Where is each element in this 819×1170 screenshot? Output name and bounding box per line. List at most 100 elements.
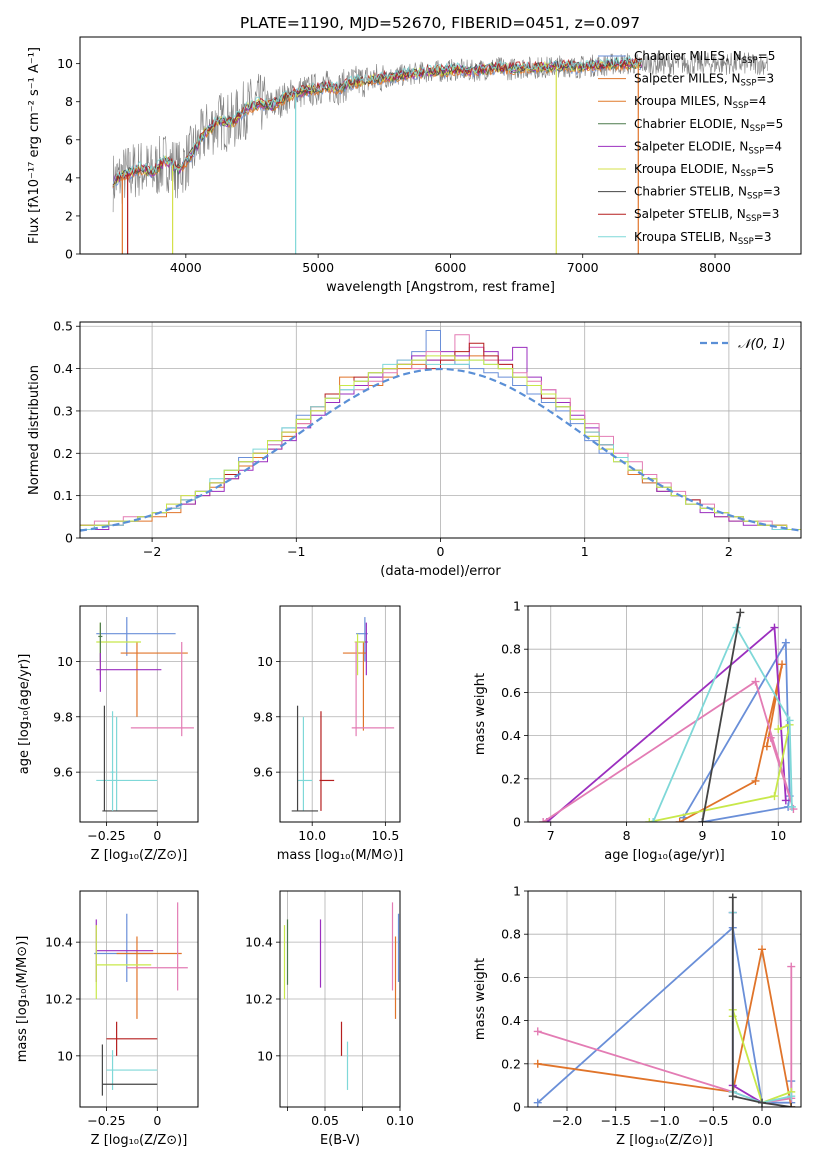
y-tick-label: 0.4 <box>501 1013 521 1028</box>
legend-label: Kroupa MILES, NSSP=4 <box>634 94 766 111</box>
legend-label-text: Salpeter STELIB, N <box>634 207 746 221</box>
x-axis-label: wavelength [Angstrom, rest frame] <box>326 280 555 295</box>
axes-frame <box>279 890 401 1108</box>
y-axis-label: mass weight <box>473 673 488 755</box>
axes-frame <box>279 605 401 823</box>
x-tick-label: 7 <box>547 828 555 843</box>
legend-label-text: Salpeter MILES, N <box>634 72 741 86</box>
legend-label-sub: SSP <box>748 146 764 156</box>
weight-line <box>679 664 783 822</box>
legend-label-sub: SSP <box>733 101 749 111</box>
y-tick-label: 8 <box>65 94 73 109</box>
y-tick-label: 10.4 <box>245 935 273 950</box>
x-tick-label: 5000 <box>302 260 334 275</box>
chart-panel-residual_histograms: −2 −1 0 1 2 0 0.1 0.2 0.3 0.4 0.5 (data-model)/erro… <box>27 319 802 579</box>
x-tick-label: −0.25 <box>87 828 125 843</box>
legend-label: Salpeter MILES, NSSP=3 <box>634 72 774 89</box>
y-tick-label: 0 <box>513 815 521 830</box>
weight-marker <box>698 818 707 822</box>
weight-series-5 <box>645 720 794 822</box>
x-tick-label: 0.05 <box>311 1113 339 1128</box>
legend-label-text: Chabrier ELODIE, N <box>634 117 750 131</box>
y-tick-label: 6 <box>65 132 73 147</box>
y-tick-label: 0.6 <box>501 970 521 985</box>
weight-line <box>652 625 793 822</box>
x-tick-label: 9 <box>698 828 706 843</box>
weight-marker <box>751 776 760 785</box>
plot-area <box>533 893 796 1107</box>
spectrum-data-line <box>112 52 768 213</box>
legend-label: Salpeter STELIB, NSSP=3 <box>634 207 779 224</box>
axes-frame <box>527 890 802 1108</box>
weight-line <box>649 723 791 822</box>
legend-label-suffix: =3 <box>756 72 774 86</box>
errorbar-4 <box>95 925 152 999</box>
y-tick-label: 10 <box>57 1048 73 1063</box>
errorbar-5 <box>96 653 162 692</box>
errorbar-7 <box>297 716 313 811</box>
x-tick-label: 6000 <box>435 260 467 275</box>
y-tick-label: 0.2 <box>53 446 73 461</box>
axes-frame <box>79 36 802 255</box>
y-tick-label: 10.2 <box>245 992 273 1007</box>
y-tick-label: 0.3 <box>53 403 73 418</box>
x-tick-label: 8000 <box>699 260 731 275</box>
legend-label-sub: SSP <box>742 56 758 66</box>
y-tick-label: 0 <box>65 531 73 546</box>
plot-area <box>539 608 798 822</box>
weight-marker <box>787 802 796 811</box>
legend-label-text: Chabrier STELIB, N <box>634 185 747 199</box>
y-tick-label: 10 <box>257 654 273 669</box>
x-tick-label: 4000 <box>170 260 202 275</box>
y-tick-label: 10 <box>57 654 73 669</box>
weight-marker <box>766 733 775 742</box>
y-tick-label: 0.6 <box>501 685 521 700</box>
plot-area <box>96 617 194 812</box>
legend-label: 𝒩(0, 1) <box>738 337 785 352</box>
weight-marker <box>533 1027 542 1036</box>
legend-label-text: Salpeter ELODIE, N <box>634 139 748 153</box>
x-axis-label: age [log₁₀(age/yr)] <box>604 848 725 863</box>
weight-series-2 <box>675 660 787 822</box>
legend-label: Chabrier ELODIE, NSSP=5 <box>634 117 783 134</box>
y-tick-label: 10 <box>57 56 73 71</box>
legend-label: Kroupa STELIB, NSSP=3 <box>634 230 772 247</box>
legend-label-sub: SSP <box>738 237 754 247</box>
chart-panel-mass_weight_vs_Z: −2.0 −1.5 −1.0 −0.5 0.0 0 0.2 0.4 0.6 0.8 1 Z [log₁… <box>473 884 802 1148</box>
errorbar-2 <box>342 642 367 731</box>
errorbar-9 <box>110 711 115 811</box>
x-axis-label: Z [log₁₀(Z/Z⊙)] <box>616 1133 713 1148</box>
y-tick-label: 0.8 <box>501 642 521 657</box>
weight-marker <box>751 677 760 686</box>
errorbar-6 <box>130 642 194 737</box>
gaussian-curve <box>80 367 801 532</box>
weight-marker <box>781 796 790 805</box>
weight-marker <box>781 638 790 647</box>
weight-marker <box>778 660 787 669</box>
x-tick-label: 8 <box>623 828 631 843</box>
legend-label-sub: SSP <box>746 214 762 224</box>
legend-label: Salpeter ELODIE, NSSP=4 <box>634 139 782 156</box>
errorbar-5 <box>351 642 395 737</box>
weight-series-7 <box>728 893 796 1107</box>
x-axis-label: (data-model)/error <box>380 564 501 579</box>
legend-label: Chabrier STELIB, NSSP=3 <box>634 185 781 202</box>
errorbar-6 <box>319 711 335 811</box>
legend-label-text: Kroupa STELIB, N <box>634 230 738 244</box>
plot-area <box>283 902 400 1090</box>
x-tick-label: 2 <box>725 544 733 559</box>
y-axis-label: Normed distribution <box>27 365 42 495</box>
plot-area <box>291 617 395 812</box>
weight-marker <box>539 818 548 822</box>
weight-line <box>542 680 795 822</box>
weight-marker <box>728 893 737 902</box>
legend-label-suffix: =5 <box>758 49 776 63</box>
errorbar-7 <box>96 716 158 811</box>
y-tick-label: 10 <box>257 1048 273 1063</box>
y-tick-label: 0.4 <box>53 361 73 376</box>
plot-area <box>112 52 768 254</box>
x-axis-label: Z [log₁₀(Z/Z⊙)] <box>91 848 188 863</box>
x-tick-label: −1.0 <box>649 1113 679 1128</box>
y-tick-label: 9.6 <box>253 765 273 780</box>
histogram-series-3 <box>80 346 801 530</box>
